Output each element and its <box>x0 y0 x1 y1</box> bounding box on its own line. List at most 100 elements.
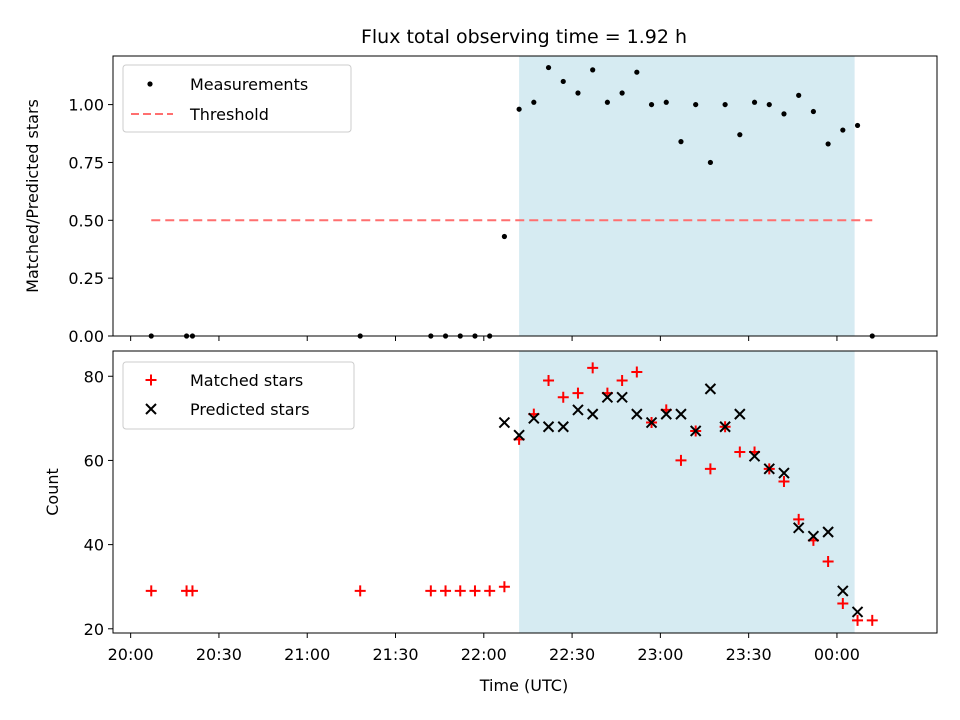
measurement-point <box>575 90 581 96</box>
matched-star-point <box>145 585 157 597</box>
x-tick-label: 20:00 <box>108 645 154 664</box>
legend-matched-marker <box>145 374 157 386</box>
measurement-point <box>766 101 772 108</box>
predicted-star-point <box>704 383 717 395</box>
y-tick-label: 0.25 <box>68 269 104 288</box>
measurement-point <box>781 111 787 117</box>
matched-star-point <box>440 585 452 597</box>
measurement-point <box>796 92 802 98</box>
predicted-star-point <box>572 404 584 416</box>
predicted-star-point <box>675 408 687 420</box>
y-tick-label: 0.50 <box>68 211 104 230</box>
matched-star-point <box>543 374 555 386</box>
top-axes-frame <box>112 55 938 337</box>
predicted-star-point <box>689 425 702 437</box>
matched-star-point <box>587 362 599 374</box>
matched-star-point <box>557 391 569 403</box>
measurement-point <box>693 101 699 108</box>
y-tick-label: 1.00 <box>68 96 104 115</box>
predicted-star-point <box>601 391 614 404</box>
predicted-star-point <box>748 450 761 462</box>
top-legend-box <box>122 64 352 133</box>
x-tick-label: 23:00 <box>637 645 683 664</box>
x-axis-label: Time (UTC) <box>479 676 568 695</box>
bottom-x-axis-ticks: 20:00 20:30 21:00 21:30 22:00 22:30 23:00 23:30… <box>108 633 860 664</box>
matched-star-point <box>454 585 466 597</box>
measurement-point <box>516 106 522 112</box>
matched-star-point <box>822 555 834 567</box>
measurement-point <box>560 78 566 85</box>
measurement-point <box>501 233 507 240</box>
predicted-star-point <box>631 408 643 420</box>
matched-star-point <box>425 585 437 597</box>
top-panel: 0.00 0.25 0.50 0.75 1.00 Matched/Predicted s… <box>23 55 938 346</box>
matched-star-point <box>866 614 878 626</box>
chart-title: Flux total observing time = 1.92 h <box>361 26 687 48</box>
y-tick-label: 60 <box>84 451 104 470</box>
bottom-axes-frame <box>112 350 938 634</box>
predicted-star-point <box>498 416 511 429</box>
matched-star-point <box>572 387 584 399</box>
measurement-point <box>707 159 714 166</box>
matched-star-point <box>675 454 687 466</box>
measurement-point <box>590 67 596 73</box>
top-x-axis-ticks <box>130 336 838 341</box>
predicted-star-point <box>645 416 658 429</box>
predicted-star-point <box>557 421 569 433</box>
matched-star-point <box>837 598 849 610</box>
measurement-point <box>619 90 625 96</box>
matched-star-point <box>704 463 716 475</box>
top-y-axis-ticks: 0.00 0.25 0.50 0.75 1.00 <box>68 96 113 346</box>
measurement-point <box>678 139 684 145</box>
matched-star-point <box>852 614 864 626</box>
legend-threshold-label: Threshold <box>189 105 269 124</box>
bottom-data-marks <box>145 362 878 626</box>
predicted-star-point <box>807 530 820 542</box>
matched-star-point <box>484 585 496 597</box>
matched-star-point <box>354 585 366 597</box>
matched-star-point <box>469 585 481 597</box>
legend-measurements-marker <box>147 81 153 87</box>
x-tick-label: 21:00 <box>284 645 330 664</box>
legend-predicted-marker <box>145 403 157 415</box>
y-tick-label: 40 <box>84 536 104 555</box>
x-tick-label: 20:30 <box>196 645 242 664</box>
predicted-star-point <box>542 421 555 433</box>
matched-star-point <box>186 585 198 597</box>
predicted-star-point <box>851 606 864 618</box>
bottom-legend: Matched stars Predicted stars <box>122 361 355 430</box>
measurement-point <box>810 108 817 115</box>
measurement-point <box>825 141 831 147</box>
matched-star-point <box>778 475 790 487</box>
x-tick-label: 22:30 <box>549 645 595 664</box>
x-tick-label: 23:30 <box>726 645 772 664</box>
legend-predicted-label: Predicted stars <box>190 400 310 419</box>
predicted-star-point <box>513 429 525 441</box>
predicted-star-point <box>837 585 849 597</box>
predicted-star-point <box>763 463 775 475</box>
bottom-legend-box <box>122 361 355 430</box>
top-legend: Measurements Threshold <box>122 64 352 133</box>
matched-star-point <box>498 581 510 593</box>
predicted-star-point <box>719 421 731 433</box>
predicted-star-point <box>822 526 834 538</box>
predicted-star-point <box>792 522 805 534</box>
matched-star-point <box>616 374 628 386</box>
x-tick-label: 22:00 <box>461 645 507 664</box>
measurement-point <box>531 99 537 105</box>
predicted-star-point <box>528 412 540 425</box>
measurement-point <box>648 101 655 108</box>
predicted-star-point <box>778 467 790 479</box>
measurement-point <box>722 101 728 108</box>
measurement-point <box>737 132 743 138</box>
x-tick-label: 00:00 <box>814 645 860 664</box>
bottom-shaded-span <box>519 351 855 633</box>
y-tick-label: 0.00 <box>68 327 104 346</box>
top-y-axis-label: Matched/Predicted stars <box>23 99 42 293</box>
bottom-y-axis-ticks: 20 40 60 80 <box>84 367 113 639</box>
predicted-star-point <box>616 391 628 404</box>
legend-measurements-label: Measurements <box>190 75 308 94</box>
measurement-point <box>751 99 758 105</box>
